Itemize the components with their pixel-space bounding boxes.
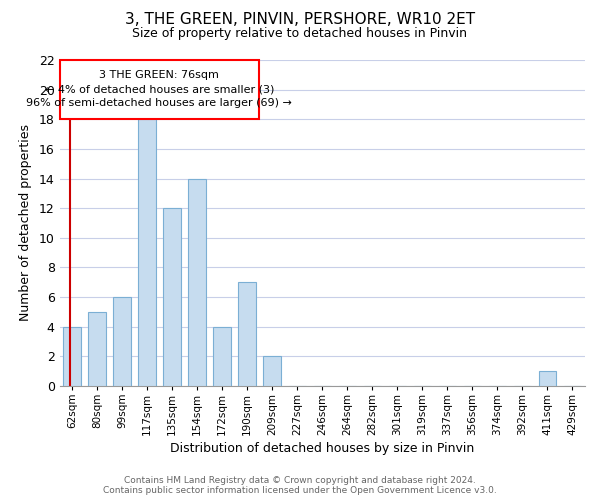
Bar [214,326,231,386]
Bar [64,326,81,386]
Text: 3 THE GREEN: 76sqm
← 4% of detached houses are smaller (3)
96% of semi-detached : 3 THE GREEN: 76sqm ← 4% of detached hous… [26,70,292,108]
Bar [139,120,156,386]
Bar [238,282,256,386]
Bar [113,297,131,386]
Bar [163,208,181,386]
Bar [188,178,206,386]
FancyBboxPatch shape [59,60,259,118]
Y-axis label: Number of detached properties: Number of detached properties [19,124,32,322]
Text: Size of property relative to detached houses in Pinvin: Size of property relative to detached ho… [133,28,467,40]
Bar [263,356,281,386]
Text: Contains HM Land Registry data © Crown copyright and database right 2024.
Contai: Contains HM Land Registry data © Crown c… [103,476,497,495]
Bar [88,312,106,386]
Bar [539,371,556,386]
Text: 3, THE GREEN, PINVIN, PERSHORE, WR10 2ET: 3, THE GREEN, PINVIN, PERSHORE, WR10 2ET [125,12,475,28]
X-axis label: Distribution of detached houses by size in Pinvin: Distribution of detached houses by size … [170,442,475,455]
